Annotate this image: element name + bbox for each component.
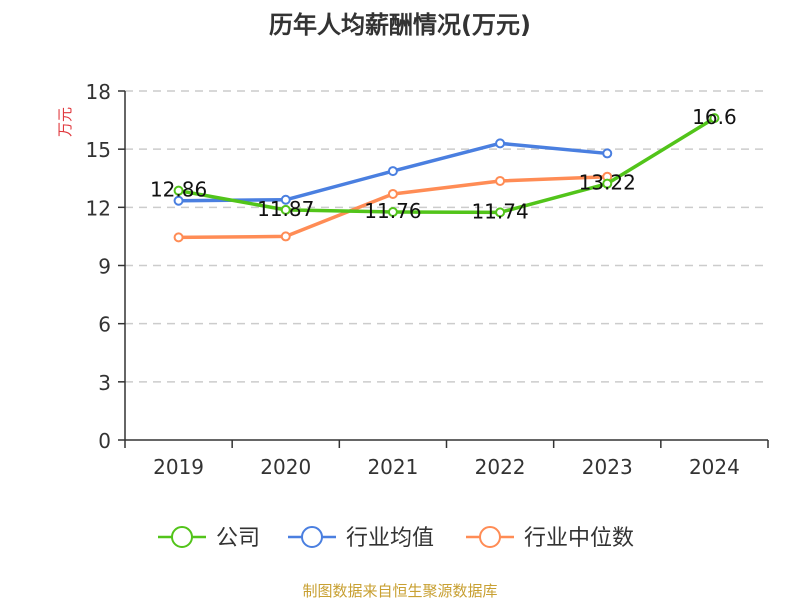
x-tick-label: 2020 — [260, 455, 311, 479]
legend-item: 行业中位数 — [466, 526, 634, 551]
data-label: 11.74 — [471, 199, 528, 223]
y-tick-label: 6 — [98, 313, 111, 337]
y-tick-label: 0 — [98, 429, 111, 453]
data-point — [387, 166, 398, 177]
y-tick-label: 12 — [86, 196, 111, 220]
data-point — [173, 232, 184, 243]
legend-label: 行业中位数 — [524, 526, 634, 551]
data-label: 11.76 — [364, 199, 421, 223]
source-note: 制图数据来自恒生聚源数据库 — [302, 582, 497, 600]
legend-label: 行业均值 — [346, 526, 434, 551]
data-point — [495, 207, 506, 218]
data-point — [709, 113, 720, 124]
data-point — [280, 231, 291, 242]
y-tick-label: 15 — [86, 138, 111, 162]
chart-title: 历年人均薪酬情况(万元) — [269, 11, 531, 39]
legend-marker-icon — [479, 526, 501, 548]
legend-item: 公司 — [158, 526, 260, 551]
series-line — [178, 116, 716, 215]
data-point — [387, 188, 398, 199]
x-tick-label: 2024 — [689, 455, 740, 479]
x-tick-label: 2019 — [153, 455, 204, 479]
legend-marker-icon — [301, 526, 323, 548]
data-point — [495, 175, 506, 186]
x-tick-label: 2021 — [367, 455, 418, 479]
data-label: 12.86 — [150, 178, 207, 202]
data-point — [280, 194, 291, 205]
x-tick-label: 2022 — [475, 455, 526, 479]
y-tick-label: 3 — [98, 371, 111, 395]
data-point — [280, 204, 291, 215]
data-point — [173, 185, 184, 196]
y-tick-label: 18 — [86, 80, 111, 104]
data-label: 13.22 — [579, 171, 636, 195]
legend-marker-icon — [171, 526, 193, 548]
legend-item: 行业均值 — [288, 526, 434, 551]
data-point — [602, 178, 613, 189]
data-point — [387, 206, 398, 217]
data-point — [173, 195, 184, 206]
x-tick-label: 2023 — [582, 455, 633, 479]
data-point — [602, 148, 613, 159]
data-label: 16.6 — [692, 105, 737, 129]
y-axis-label: 万元 — [56, 107, 74, 137]
legend-label: 公司 — [216, 526, 260, 551]
data-point — [495, 138, 506, 149]
data-label: 11.87 — [257, 197, 314, 221]
y-tick-label: 9 — [98, 255, 111, 279]
